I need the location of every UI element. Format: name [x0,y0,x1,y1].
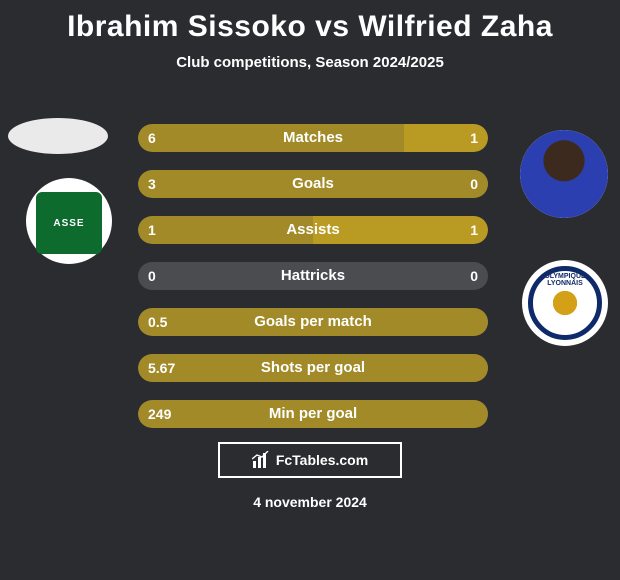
club-right-lion-icon [548,286,582,320]
stat-row: 30Goals [138,170,488,198]
stat-row: 249Min per goal [138,400,488,428]
stat-label: Goals per match [138,308,488,336]
brand-logo: FcTables.com [218,442,402,478]
stat-label: Goals [138,170,488,198]
stat-label: Shots per goal [138,354,488,382]
chart-icon [252,451,270,469]
club-right-inner: OLYMPIQUE LYONNAIS [528,266,602,340]
stat-row: 61Matches [138,124,488,152]
player-right-avatar-img [520,130,608,218]
stat-label: Min per goal [138,400,488,428]
stat-row: 0.5Goals per match [138,308,488,336]
stat-label: Matches [138,124,488,152]
club-left-badge: ASSE [26,178,112,264]
club-right-badge: OLYMPIQUE LYONNAIS [522,260,608,346]
stats-bar-chart: 61Matches 30Goals 11Assists 00Hattricks 0.5G… [138,124,488,446]
brand-text: FcTables.com [276,452,368,468]
stat-label: Hattricks [138,262,488,290]
player-left-avatar [8,118,108,154]
stat-row: 11Assists [138,216,488,244]
stat-label: Assists [138,216,488,244]
page-title: Ibrahim Sissoko vs Wilfried Zaha [0,0,620,44]
player-right-avatar [520,130,608,218]
date-text: 4 november 2024 [0,494,620,510]
club-left-code: ASSE [36,192,102,254]
stat-row: 00Hattricks [138,262,488,290]
stat-row: 5.67Shots per goal [138,354,488,382]
club-right-text: OLYMPIQUE LYONNAIS [533,273,597,287]
page-subtitle: Club competitions, Season 2024/2025 [0,54,620,71]
